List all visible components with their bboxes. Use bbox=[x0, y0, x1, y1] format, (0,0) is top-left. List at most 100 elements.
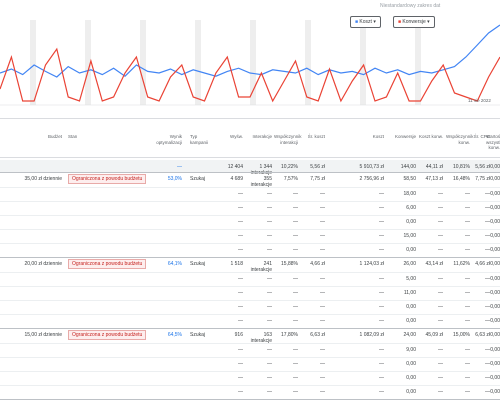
cell: — bbox=[465, 219, 470, 225]
row-line bbox=[0, 272, 500, 273]
total-row-bg bbox=[0, 160, 500, 172]
cell[interactable]: 64,5% bbox=[167, 332, 182, 338]
column-header[interactable]: Wynik optymalizacji bbox=[156, 134, 182, 145]
cell: — bbox=[438, 276, 443, 282]
cell: — bbox=[485, 389, 490, 395]
cell: 0,00 bbox=[490, 219, 500, 225]
row-line bbox=[0, 286, 500, 287]
divider bbox=[0, 118, 500, 119]
cell: — bbox=[379, 304, 384, 310]
date-range[interactable]: Niestandardowy zakres dat bbox=[380, 3, 441, 9]
column-header[interactable]: Współczynnik konw. bbox=[446, 134, 474, 145]
cell: — bbox=[438, 347, 443, 353]
cell: 0,00 bbox=[490, 205, 500, 211]
column-header[interactable]: Budżet bbox=[47, 134, 62, 139]
column-header[interactable]: Śr. koszt bbox=[307, 134, 325, 139]
cell: 916 bbox=[234, 332, 243, 338]
cell: Szukaj bbox=[190, 261, 206, 267]
cell: Szukaj bbox=[190, 332, 206, 338]
cell: 0,00 bbox=[406, 375, 416, 381]
row-line bbox=[0, 314, 500, 315]
cell: — bbox=[379, 233, 384, 239]
cell: — bbox=[465, 318, 470, 324]
cell: 163 interakcje bbox=[250, 332, 272, 344]
cell: 0,00 bbox=[490, 176, 500, 182]
cell: — bbox=[438, 233, 443, 239]
cell: — bbox=[379, 276, 384, 282]
metric-chip-1[interactable]: ■ Koszt ▾ bbox=[350, 16, 381, 28]
row-line bbox=[0, 371, 500, 372]
metric-chip-2[interactable]: ■ Konwersje ▾ bbox=[393, 16, 435, 28]
cell: 0,00 bbox=[490, 304, 500, 310]
cell[interactable]: 64,1% bbox=[167, 261, 182, 267]
cell: — bbox=[379, 318, 384, 324]
cell: 0,00 bbox=[490, 261, 500, 267]
cell: 2 756,96 zł bbox=[359, 176, 384, 182]
cell: 0,00 bbox=[490, 389, 500, 395]
row-line bbox=[0, 357, 500, 358]
cell: — bbox=[320, 304, 325, 310]
cell: — bbox=[238, 318, 243, 324]
cell: 0,00 bbox=[490, 318, 500, 324]
cell: 0,00 bbox=[406, 247, 416, 253]
cell: 0,00 bbox=[490, 191, 500, 197]
cell: — bbox=[465, 205, 470, 211]
column-header[interactable]: Stan bbox=[68, 134, 78, 139]
cell: — bbox=[379, 361, 384, 367]
cell: — bbox=[238, 219, 243, 225]
cell: 6,00 bbox=[406, 205, 416, 211]
cell: — bbox=[485, 219, 490, 225]
cell: — bbox=[320, 247, 325, 253]
cell: — bbox=[438, 304, 443, 310]
cell: — bbox=[267, 219, 272, 225]
column-header[interactable]: Śr. CPC bbox=[473, 134, 490, 139]
cell[interactable]: 53,0% bbox=[167, 176, 182, 182]
cell: — bbox=[379, 219, 384, 225]
cell: — bbox=[320, 290, 325, 296]
status-badge: Ograniczona z powodu budżetu bbox=[68, 259, 147, 269]
cell: 4,66 zł bbox=[310, 261, 325, 267]
cell: 10,81% bbox=[453, 164, 470, 170]
status-badge: Ograniczona z powodu budżetu bbox=[68, 330, 147, 340]
cell: — bbox=[267, 318, 272, 324]
cell: — bbox=[238, 247, 243, 253]
cell: — bbox=[379, 389, 384, 395]
column-header[interactable]: Interakcje bbox=[252, 134, 272, 139]
cell: 5,00 bbox=[406, 276, 416, 282]
row-line bbox=[0, 385, 500, 386]
cell: — bbox=[465, 191, 470, 197]
cell: 5 910,73 zł bbox=[359, 164, 384, 170]
cell: — bbox=[293, 290, 298, 296]
column-header[interactable]: Konwersje bbox=[394, 134, 416, 139]
cell: — bbox=[267, 205, 272, 211]
column-header[interactable]: Współczynnik interakcji bbox=[274, 134, 302, 145]
cell: — bbox=[320, 318, 325, 324]
cell: — bbox=[379, 290, 384, 296]
cell: — bbox=[485, 191, 490, 197]
cell: — bbox=[320, 219, 325, 225]
cell: 6,63 zł bbox=[310, 332, 325, 338]
cell: 15,88% bbox=[281, 261, 298, 267]
column-header[interactable]: Typ kampanii bbox=[190, 134, 209, 145]
cell: 7,57% bbox=[283, 176, 298, 182]
column-header[interactable]: Wartość wszystkich konw. bbox=[486, 134, 500, 150]
cell: — bbox=[293, 375, 298, 381]
header-line bbox=[0, 157, 500, 158]
column-header[interactable]: Koszt bbox=[372, 134, 384, 139]
cell: — bbox=[379, 205, 384, 211]
cell: 44,11 zł bbox=[425, 164, 443, 170]
cell: 11,00 bbox=[403, 290, 416, 296]
cell: — bbox=[238, 233, 243, 239]
cell: — bbox=[485, 304, 490, 310]
cell: — bbox=[320, 375, 325, 381]
column-header[interactable]: Koszt konw. bbox=[418, 134, 443, 139]
cell: — bbox=[238, 276, 243, 282]
cell: — bbox=[485, 361, 490, 367]
column-header[interactable]: Wyśw. bbox=[230, 134, 243, 139]
cell: 241 interakcje bbox=[250, 261, 272, 273]
cell: — bbox=[485, 318, 490, 324]
cell[interactable]: — bbox=[177, 164, 182, 170]
cell: 6,63 zł bbox=[475, 332, 490, 338]
cell: — bbox=[465, 290, 470, 296]
